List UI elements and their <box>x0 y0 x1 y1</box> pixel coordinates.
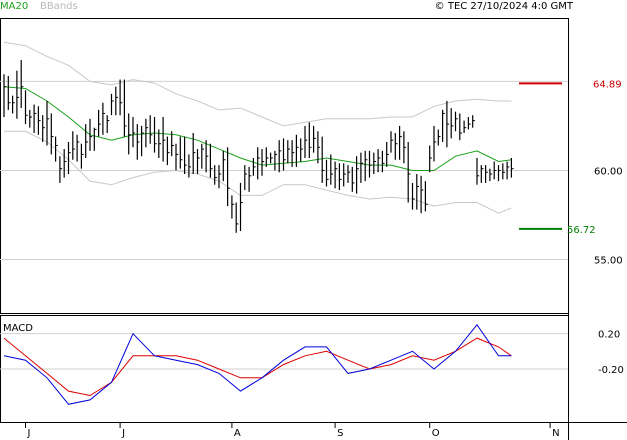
x-tick-label: O <box>432 428 440 439</box>
macd-y-tick-label: 0.20 <box>598 330 620 341</box>
legend: MA20 BBands © TEC 27/10/2024 4:0 GMT <box>0 1 574 12</box>
support-label: 56.72 <box>567 225 596 236</box>
x-tick-label: N <box>552 428 559 439</box>
x-tick-label: J <box>121 428 125 439</box>
legend-ma20: MA20 <box>0 1 28 12</box>
x-tick-label: S <box>337 428 343 439</box>
bband-lower-line <box>4 130 512 214</box>
copyright-text: © TEC 27/10/2024 4:0 GMT <box>435 1 574 12</box>
resistance-label: 64.89 <box>593 79 622 90</box>
macd-line <box>3 323 512 405</box>
price-panel-frame <box>0 18 569 314</box>
price-y-tick-label: 55.00 <box>594 256 623 267</box>
bband-upper-line <box>3 41 512 127</box>
legend-bbands: BBands <box>40 1 78 12</box>
x-tick-label: J <box>27 428 31 439</box>
x-tick-label: A <box>234 428 241 439</box>
macd-signal-line <box>3 337 512 397</box>
macd-title: MACD <box>3 323 33 334</box>
price-y-tick-label: 60.00 <box>594 166 623 177</box>
macd-y-tick-label: -0.20 <box>598 365 624 376</box>
